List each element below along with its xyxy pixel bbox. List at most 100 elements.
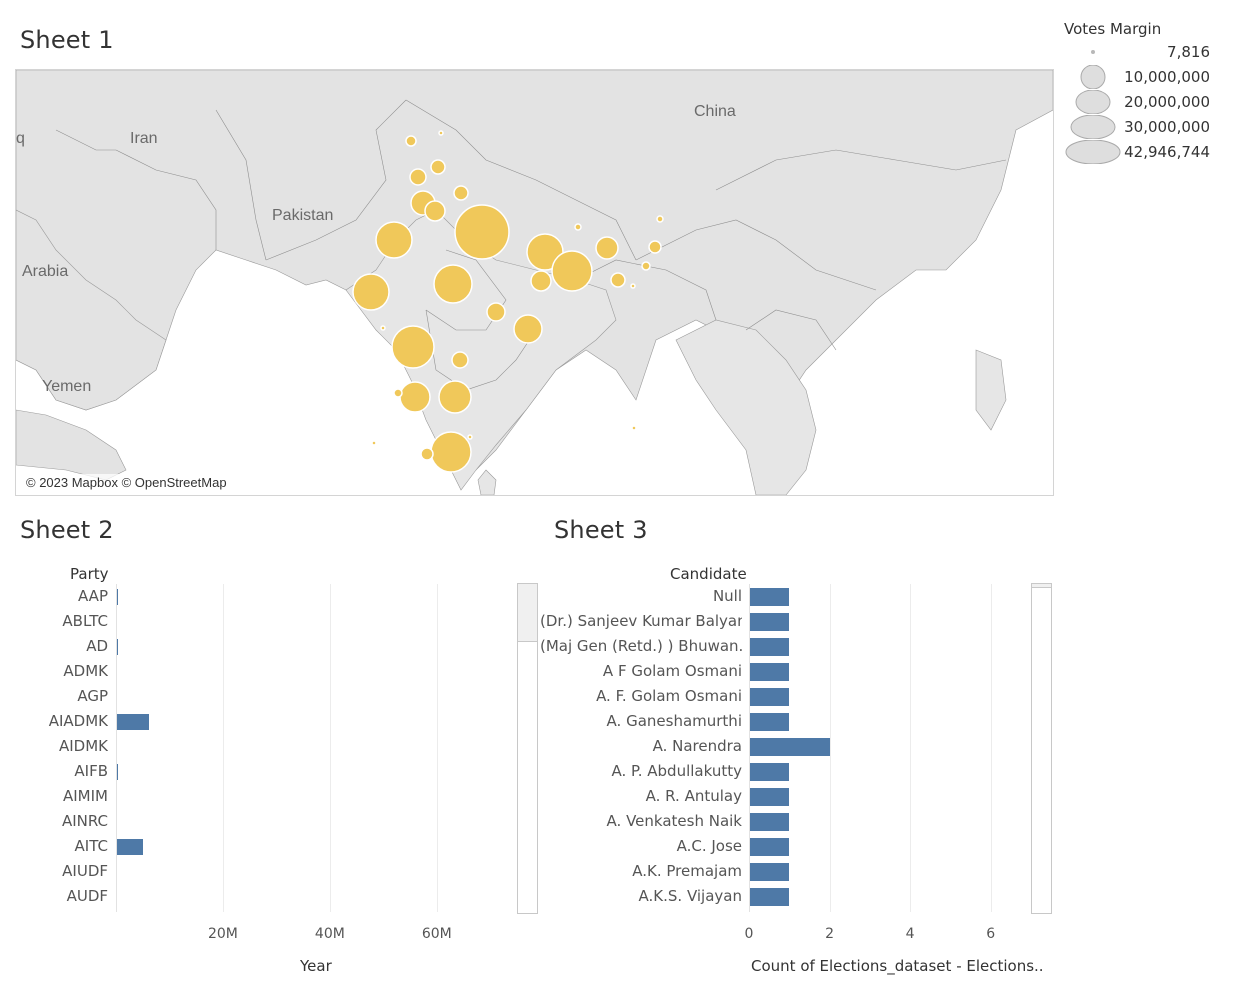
map-bubble[interactable] <box>513 314 543 344</box>
map-bubble[interactable] <box>530 270 552 292</box>
sheet2-title: Sheet 2 <box>20 516 114 544</box>
category-label[interactable]: ADMK <box>63 662 108 680</box>
x-tick-label: 6 <box>986 926 996 942</box>
sheet2-scrollbar-thumb[interactable] <box>518 584 537 642</box>
bar[interactable] <box>749 588 790 606</box>
bar[interactable] <box>749 813 790 831</box>
map-bubble[interactable] <box>399 381 431 413</box>
map-bubble[interactable] <box>375 221 413 259</box>
category-label[interactable]: (Maj Gen (Retd.) ) Bhuwan.. <box>540 637 742 655</box>
map-bubble[interactable] <box>391 325 435 369</box>
category-label[interactable]: AD <box>86 637 108 655</box>
map-bubble[interactable] <box>409 168 427 186</box>
category-label[interactable]: AIMIM <box>63 787 108 805</box>
category-label[interactable]: Null <box>712 587 742 605</box>
bar[interactable] <box>116 714 150 730</box>
legend-entry: 30,000,000 <box>1060 115 1210 139</box>
category-label[interactable]: A. F. Golam Osmani <box>596 687 742 705</box>
map-bubble[interactable] <box>430 159 446 175</box>
map-bubble[interactable] <box>430 431 472 473</box>
category-label[interactable]: AUDF <box>66 887 108 905</box>
map-bubble[interactable] <box>641 261 651 271</box>
map-bubble[interactable] <box>424 200 446 222</box>
bar[interactable] <box>749 788 790 806</box>
party-axis-header[interactable]: Party <box>70 565 109 583</box>
category-label[interactable]: AIFB <box>74 762 108 780</box>
category-label[interactable]: AAP <box>78 587 108 605</box>
map-bubble[interactable] <box>453 185 469 201</box>
x-tick-label: 20M <box>207 926 238 942</box>
map-attribution[interactable]: © 2023 Mapbox © OpenStreetMap <box>20 474 233 491</box>
gridline <box>329 584 331 912</box>
bar[interactable] <box>749 738 830 756</box>
category-label[interactable]: A. Ganeshamurthi <box>606 712 742 730</box>
legend-entry: 42,946,744 <box>1060 140 1210 164</box>
category-label[interactable]: AIDMK <box>58 737 108 755</box>
map-bubble[interactable] <box>380 325 386 331</box>
category-label[interactable]: AIUDF <box>62 862 108 880</box>
map-bubble[interactable] <box>405 135 417 147</box>
x-tick-label: 4 <box>905 926 915 942</box>
bar[interactable] <box>749 863 790 881</box>
x-tick-label: 0 <box>744 926 754 942</box>
map-bubble[interactable] <box>486 302 506 322</box>
map-bubble[interactable] <box>352 273 390 311</box>
map-bubble[interactable] <box>551 250 593 292</box>
category-label[interactable]: AITC <box>74 837 108 855</box>
sheet2-scrollbar[interactable] <box>517 583 538 914</box>
category-label[interactable]: A. P. Abdullakutty <box>611 762 743 780</box>
category-label[interactable]: (Dr.) Sanjeev Kumar Balyan <box>540 612 742 630</box>
category-label[interactable]: AGP <box>77 687 108 705</box>
legend-value: 7,816 <box>1167 43 1210 61</box>
map-bubble[interactable] <box>610 272 626 288</box>
legend-value: 10,000,000 <box>1124 68 1210 86</box>
map-bubble[interactable] <box>648 240 662 254</box>
bar[interactable] <box>749 838 790 856</box>
map-bubble[interactable] <box>393 388 403 398</box>
category-label[interactable]: A.K.S. Vijayan <box>638 887 742 905</box>
map-bubble[interactable] <box>438 380 472 414</box>
category-label[interactable]: A F Golam Osmani <box>602 662 742 680</box>
land-yemen <box>16 409 127 481</box>
sheet3-scrollbar[interactable] <box>1031 583 1052 914</box>
bar[interactable] <box>749 763 790 781</box>
bar[interactable] <box>749 713 790 731</box>
category-label[interactable]: A. R. Antulay <box>645 787 742 805</box>
legend-size-swatch <box>1091 50 1095 54</box>
bar[interactable] <box>749 638 790 656</box>
map-bubble[interactable] <box>433 264 473 304</box>
category-label[interactable]: A.K. Premajam <box>632 862 742 880</box>
map-bubble[interactable] <box>371 440 377 446</box>
category-label[interactable]: AINRC <box>61 812 108 830</box>
category-label[interactable]: ABLTC <box>62 612 108 630</box>
gridline <box>829 584 831 912</box>
map-bubble[interactable] <box>574 223 582 231</box>
gridline <box>436 584 438 912</box>
votes-margin-bubbles <box>352 130 664 473</box>
map-bubble[interactable] <box>438 130 444 136</box>
map-bubble[interactable] <box>454 204 510 260</box>
category-label[interactable]: AIADMK <box>48 712 108 730</box>
land-srilanka <box>477 469 497 495</box>
map-bubble[interactable] <box>631 425 637 431</box>
bar[interactable] <box>749 613 790 631</box>
map-bubble[interactable] <box>451 351 469 369</box>
map-view[interactable]: China Iran Pakistan Arabia Yemen q © 202… <box>15 69 1054 496</box>
gridline <box>990 584 992 912</box>
map-bubble[interactable] <box>656 215 664 223</box>
x-tick-label: 40M <box>314 926 345 942</box>
map-bubble[interactable] <box>467 434 473 440</box>
candidate-axis-header[interactable]: Candidate <box>670 565 747 583</box>
category-label[interactable]: A. Venkatesh Naik <box>606 812 742 830</box>
bar[interactable] <box>749 888 790 906</box>
map-bubble[interactable] <box>595 236 619 260</box>
bar[interactable] <box>749 688 790 706</box>
category-label[interactable]: A. Narendra <box>652 737 742 755</box>
map-bubble[interactable] <box>420 447 434 461</box>
bar[interactable] <box>749 663 790 681</box>
map-canvas[interactable]: China Iran Pakistan Arabia Yemen q <box>16 70 1053 495</box>
bar[interactable] <box>116 839 144 855</box>
map-bubble[interactable] <box>630 283 636 289</box>
category-label[interactable]: A.C. Jose <box>676 837 742 855</box>
sheet3-scrollbar-thumb[interactable] <box>1032 584 1051 588</box>
